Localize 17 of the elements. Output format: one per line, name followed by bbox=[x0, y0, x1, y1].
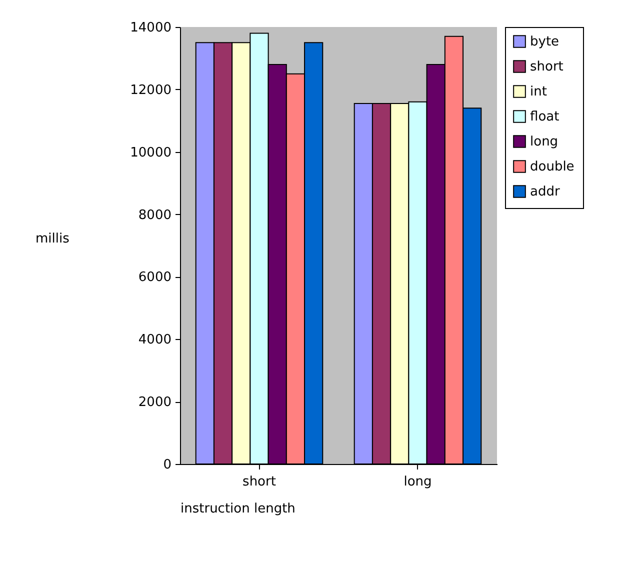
x-axis-title: instruction length bbox=[180, 502, 296, 516]
y-tick-label: 10000 bbox=[130, 145, 172, 160]
legend-label: byte bbox=[530, 34, 560, 50]
legend-label: short bbox=[530, 60, 564, 74]
y-axis-title: millis bbox=[36, 232, 70, 246]
legend-label: addr bbox=[530, 184, 560, 200]
y-tick-label: 12000 bbox=[130, 82, 172, 98]
legend-label: int bbox=[530, 84, 547, 100]
legend-label: double bbox=[530, 160, 574, 174]
y-tick-label: 6000 bbox=[138, 270, 172, 286]
y-tick-label: 0 bbox=[163, 458, 172, 472]
y-tick-label: 2000 bbox=[138, 395, 172, 410]
y-tick-label: 8000 bbox=[138, 208, 172, 223]
legend-label: float bbox=[530, 110, 560, 124]
y-tick-label: 4000 bbox=[138, 332, 172, 348]
y-tick-label: 14000 bbox=[130, 20, 172, 36]
legend-label: long bbox=[530, 134, 558, 150]
